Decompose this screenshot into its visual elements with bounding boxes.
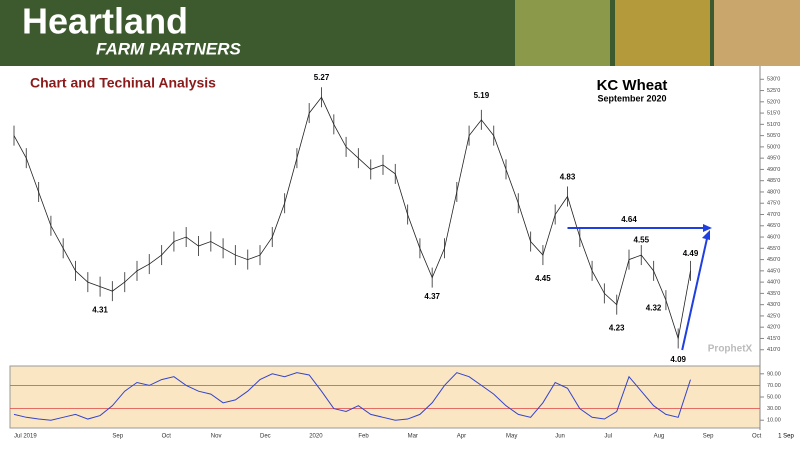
y-tick-label: 500'0 <box>767 144 780 150</box>
y-tick-label: 435'0 <box>767 291 780 297</box>
annotation: 5.27 <box>314 73 330 82</box>
y-tick-label: 515'0 <box>767 111 780 117</box>
y-tick-label: 465'0 <box>767 223 780 229</box>
series-line <box>13 372 691 421</box>
annotation: 4.09 <box>670 355 686 364</box>
x-tick-label: May <box>506 434 517 440</box>
y-tick-label: 510'0 <box>767 122 780 128</box>
y-tick-label: 505'0 <box>767 133 780 139</box>
y-tick-label: 490'0 <box>767 167 780 173</box>
x-tick-label: Apr <box>457 434 466 440</box>
y2-tick-label: 70.00 <box>767 383 781 389</box>
annotation: 4.55 <box>634 235 650 244</box>
tagline: FARM PARTNERS <box>96 39 241 58</box>
annotation: 5.19 <box>474 91 490 100</box>
x-tick-label: Dec <box>260 434 271 440</box>
y-tick-label: 485'0 <box>767 178 780 184</box>
x-tick-label: Sep <box>112 434 123 440</box>
y-tick-label: 450'0 <box>767 257 780 263</box>
chart-subtitle: KC Wheat <box>597 77 668 94</box>
watermark: ProphetX <box>708 344 753 355</box>
annotation: 4.49 <box>683 249 699 258</box>
annotation: 4.23 <box>609 324 625 333</box>
x-tick-label: Oct <box>162 434 172 440</box>
x-tick-label: Jul <box>604 434 612 440</box>
y-tick-label: 525'0 <box>767 88 780 94</box>
brand: Heartland <box>22 1 188 42</box>
stoch-panel <box>9 365 761 429</box>
x-tick-label: Mar <box>408 434 418 440</box>
x-tick-label: Oct <box>752 434 762 440</box>
y-tick-label: 495'0 <box>767 156 780 162</box>
y-tick-label: 520'0 <box>767 99 780 105</box>
chart-title: Chart and Techinal Analysis <box>30 75 216 91</box>
y-tick-label: 410'0 <box>767 347 780 353</box>
photo-wheat <box>714 0 800 66</box>
annotation: 4.64 <box>621 215 637 224</box>
annotation: 4.31 <box>92 306 108 315</box>
x-tick-label: Jul 2019 <box>14 434 37 440</box>
y-tick-label: 420'0 <box>767 325 780 331</box>
annotation: 4.45 <box>535 274 551 283</box>
y-tick-label: 455'0 <box>767 246 780 252</box>
annotation: 4.32 <box>646 303 662 312</box>
y-tick-label: 445'0 <box>767 268 780 274</box>
arrow-head <box>703 224 712 233</box>
photo-corn <box>615 0 710 66</box>
annotation: 4.83 <box>560 172 576 181</box>
y2-tick-label: 90.00 <box>767 371 781 377</box>
series-line <box>13 96 691 339</box>
y-tick-label: 480'0 <box>767 189 780 195</box>
arrow-head <box>702 230 710 241</box>
trend-arrow <box>681 233 709 351</box>
x-tick-label: Jun <box>555 434 565 440</box>
corner-label: 1 Sep <box>778 434 794 440</box>
y-tick-label: 530'0 <box>767 77 780 83</box>
x-tick-label: 2020 <box>309 434 323 440</box>
y2-tick-label: 10.00 <box>767 418 781 424</box>
photo-cow <box>515 0 610 66</box>
y-tick-label: 425'0 <box>767 313 780 319</box>
y-tick-label: 440'0 <box>767 280 780 286</box>
y-tick-label: 475'0 <box>767 201 780 207</box>
y-tick-label: 430'0 <box>767 302 780 308</box>
y-tick-label: 415'0 <box>767 336 780 342</box>
chart-period: September 2020 <box>597 93 666 103</box>
y-tick-label: 460'0 <box>767 234 780 240</box>
y-tick-label: 470'0 <box>767 212 780 218</box>
x-tick-label: Feb <box>358 434 369 440</box>
x-tick-label: Aug <box>654 434 665 440</box>
y2-tick-label: 30.00 <box>767 406 781 412</box>
x-tick-label: Sep <box>703 434 714 440</box>
x-tick-label: Nov <box>211 434 222 440</box>
y2-tick-label: 50.00 <box>767 394 781 400</box>
annotation: 4.37 <box>424 292 440 301</box>
